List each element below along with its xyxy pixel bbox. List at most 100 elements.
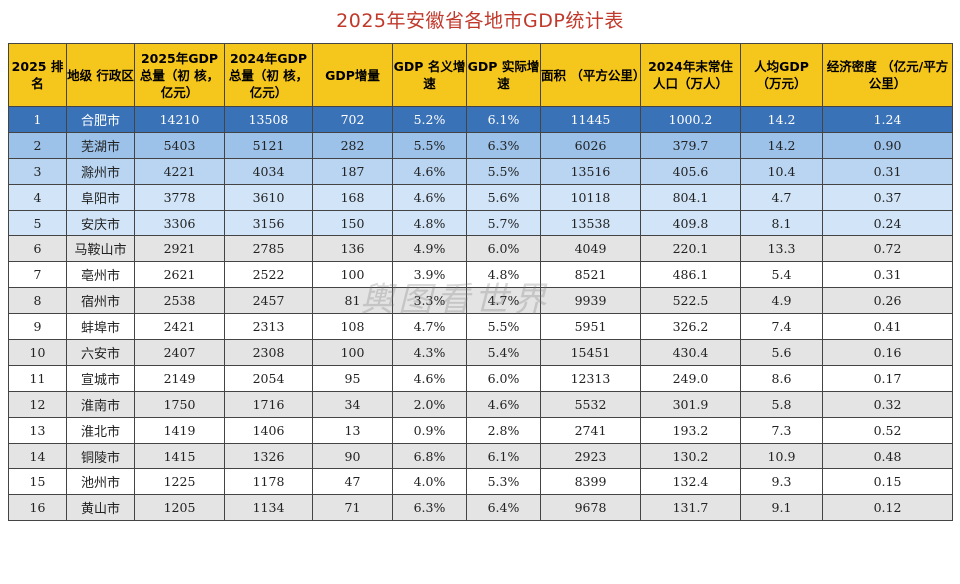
population-cell: 249.0 — [640, 364, 741, 392]
population-cell: 804.1 — [640, 183, 741, 211]
area-cell: 13516 — [540, 157, 641, 185]
gdp-2025-cell: 1225 — [134, 468, 225, 496]
economic-density-cell: 0.24 — [822, 209, 953, 237]
real-growth-cell: 4.8% — [466, 261, 541, 289]
per-capita-gdp-cell: 7.4 — [740, 313, 823, 341]
page-title: 2025年安徽省各地市GDP统计表 — [336, 10, 624, 32]
area-cell: 2923 — [540, 442, 641, 470]
rank-cell: 5 — [8, 209, 67, 237]
economic-density-cell: 0.32 — [822, 390, 953, 418]
economic-density-cell: 0.48 — [822, 442, 953, 470]
area-cell: 6026 — [540, 131, 641, 159]
real-growth-cell: 5.7% — [466, 209, 541, 237]
city-cell: 池州市 — [66, 468, 135, 496]
header-per-capita-gdp[interactable]: 人均GDP （万元） — [740, 43, 823, 107]
gdp-increase-cell: 168 — [312, 183, 393, 211]
table-row: 10 六安市 2407 2308 100 4.3% 5.4% 15451 430.4 5.6 0.1… — [8, 339, 953, 366]
gdp-2024-cell: 2522 — [224, 261, 313, 289]
city-cell: 蚌埠市 — [66, 313, 135, 341]
nominal-growth-cell: 2.0% — [392, 390, 467, 418]
population-cell: 486.1 — [640, 261, 741, 289]
city-cell: 滁州市 — [66, 157, 135, 185]
gdp-2025-cell: 1750 — [134, 390, 225, 418]
rank-cell: 10 — [8, 339, 67, 366]
rank-cell: 14 — [8, 442, 67, 470]
gdp-2025-cell: 3306 — [134, 209, 225, 237]
table-body: 1 合肥市 14210 13508 702 5.2% 6.1% 11445 1000.2 14.2… — [8, 106, 953, 522]
economic-density-cell: 0.90 — [822, 131, 953, 159]
gdp-table: 2025 排名 地级 行政区 2025年GDP 总量（初 核，亿元） 2024年… — [8, 43, 953, 522]
economic-density-cell: 0.52 — [822, 416, 953, 444]
gdp-2024-cell: 1406 — [224, 416, 313, 444]
header-nominal-growth[interactable]: GDP 名义增速 — [392, 43, 467, 107]
gdp-2025-cell: 2621 — [134, 261, 225, 289]
per-capita-gdp-cell: 4.7 — [740, 183, 823, 211]
area-cell: 5951 — [540, 313, 641, 341]
table-header-row: 2025 排名 地级 行政区 2025年GDP 总量（初 核，亿元） 2024年… — [8, 43, 953, 107]
gdp-2024-cell: 2308 — [224, 339, 313, 366]
nominal-growth-cell: 6.3% — [392, 494, 467, 522]
table-row: 9 蚌埠市 2421 2313 108 4.7% 5.5% 5951 326.2 7.4 0.41 — [8, 313, 953, 341]
population-cell: 409.8 — [640, 209, 741, 237]
table-row: 1 合肥市 14210 13508 702 5.2% 6.1% 11445 1000.2 14.2… — [8, 106, 953, 133]
header-population[interactable]: 2024年末常住 人口（万人） — [640, 43, 741, 107]
table-row: 6 马鞍山市 2921 2785 136 4.9% 6.0% 4049 220.1 13.3 0.7… — [8, 235, 953, 263]
real-growth-cell: 6.1% — [466, 442, 541, 470]
header-rank[interactable]: 2025 排名 — [8, 43, 67, 107]
city-cell: 安庆市 — [66, 209, 135, 237]
population-cell: 379.7 — [640, 131, 741, 159]
population-cell: 430.4 — [640, 339, 741, 366]
rank-cell: 3 — [8, 157, 67, 185]
area-cell: 9678 — [540, 494, 641, 522]
nominal-growth-cell: 4.7% — [392, 313, 467, 341]
population-cell: 193.2 — [640, 416, 741, 444]
per-capita-gdp-cell: 4.9 — [740, 287, 823, 315]
gdp-increase-cell: 150 — [312, 209, 393, 237]
city-cell: 宣城市 — [66, 364, 135, 392]
header-gdp-2024[interactable]: 2024年GDP 总量（初 核，亿元） — [224, 43, 313, 107]
gdp-increase-cell: 108 — [312, 313, 393, 341]
gdp-increase-cell: 81 — [312, 287, 393, 315]
area-cell: 2741 — [540, 416, 641, 444]
header-region[interactable]: 地级 行政区 — [66, 43, 135, 107]
city-cell: 阜阳市 — [66, 183, 135, 211]
header-gdp-2025[interactable]: 2025年GDP 总量（初 核，亿元） — [134, 43, 225, 107]
gdp-2024-cell: 3156 — [224, 209, 313, 237]
gdp-2025-cell: 1205 — [134, 494, 225, 522]
gdp-increase-cell: 136 — [312, 235, 393, 263]
rank-cell: 6 — [8, 235, 67, 263]
table-row: 15 池州市 1225 1178 47 4.0% 5.3% 8399 132.4 9.3 0.15 — [8, 468, 953, 496]
per-capita-gdp-cell: 5.8 — [740, 390, 823, 418]
gdp-2025-cell: 1419 — [134, 416, 225, 444]
header-area[interactable]: 面积 （平方公里） — [540, 43, 641, 107]
gdp-2024-cell: 4034 — [224, 157, 313, 185]
gdp-2024-cell: 1134 — [224, 494, 313, 522]
gdp-increase-cell: 100 — [312, 339, 393, 366]
gdp-2025-cell: 2538 — [134, 287, 225, 315]
header-economic-density[interactable]: 经济密度 （亿元/平方公里） — [822, 43, 953, 107]
header-gdp-increase[interactable]: GDP增量 — [312, 43, 393, 107]
economic-density-cell: 0.72 — [822, 235, 953, 263]
rank-cell: 15 — [8, 468, 67, 496]
header-real-growth[interactable]: GDP 实际增速 — [466, 43, 541, 107]
gdp-2025-cell: 2149 — [134, 364, 225, 392]
gdp-2024-cell: 1716 — [224, 390, 313, 418]
population-cell: 132.4 — [640, 468, 741, 496]
gdp-increase-cell: 282 — [312, 131, 393, 159]
population-cell: 131.7 — [640, 494, 741, 522]
real-growth-cell: 4.6% — [466, 390, 541, 418]
city-cell: 合肥市 — [66, 106, 135, 133]
gdp-2025-cell: 14210 — [134, 106, 225, 133]
real-growth-cell: 6.3% — [466, 131, 541, 159]
gdp-2025-cell: 2421 — [134, 313, 225, 341]
population-cell: 130.2 — [640, 442, 741, 470]
rank-cell: 16 — [8, 494, 67, 522]
per-capita-gdp-cell: 5.6 — [740, 339, 823, 366]
gdp-2025-cell: 2407 — [134, 339, 225, 366]
gdp-2024-cell: 2785 — [224, 235, 313, 263]
gdp-increase-cell: 100 — [312, 261, 393, 289]
per-capita-gdp-cell: 9.1 — [740, 494, 823, 522]
economic-density-cell: 0.41 — [822, 313, 953, 341]
economic-density-cell: 0.31 — [822, 261, 953, 289]
population-cell: 1000.2 — [640, 106, 741, 133]
